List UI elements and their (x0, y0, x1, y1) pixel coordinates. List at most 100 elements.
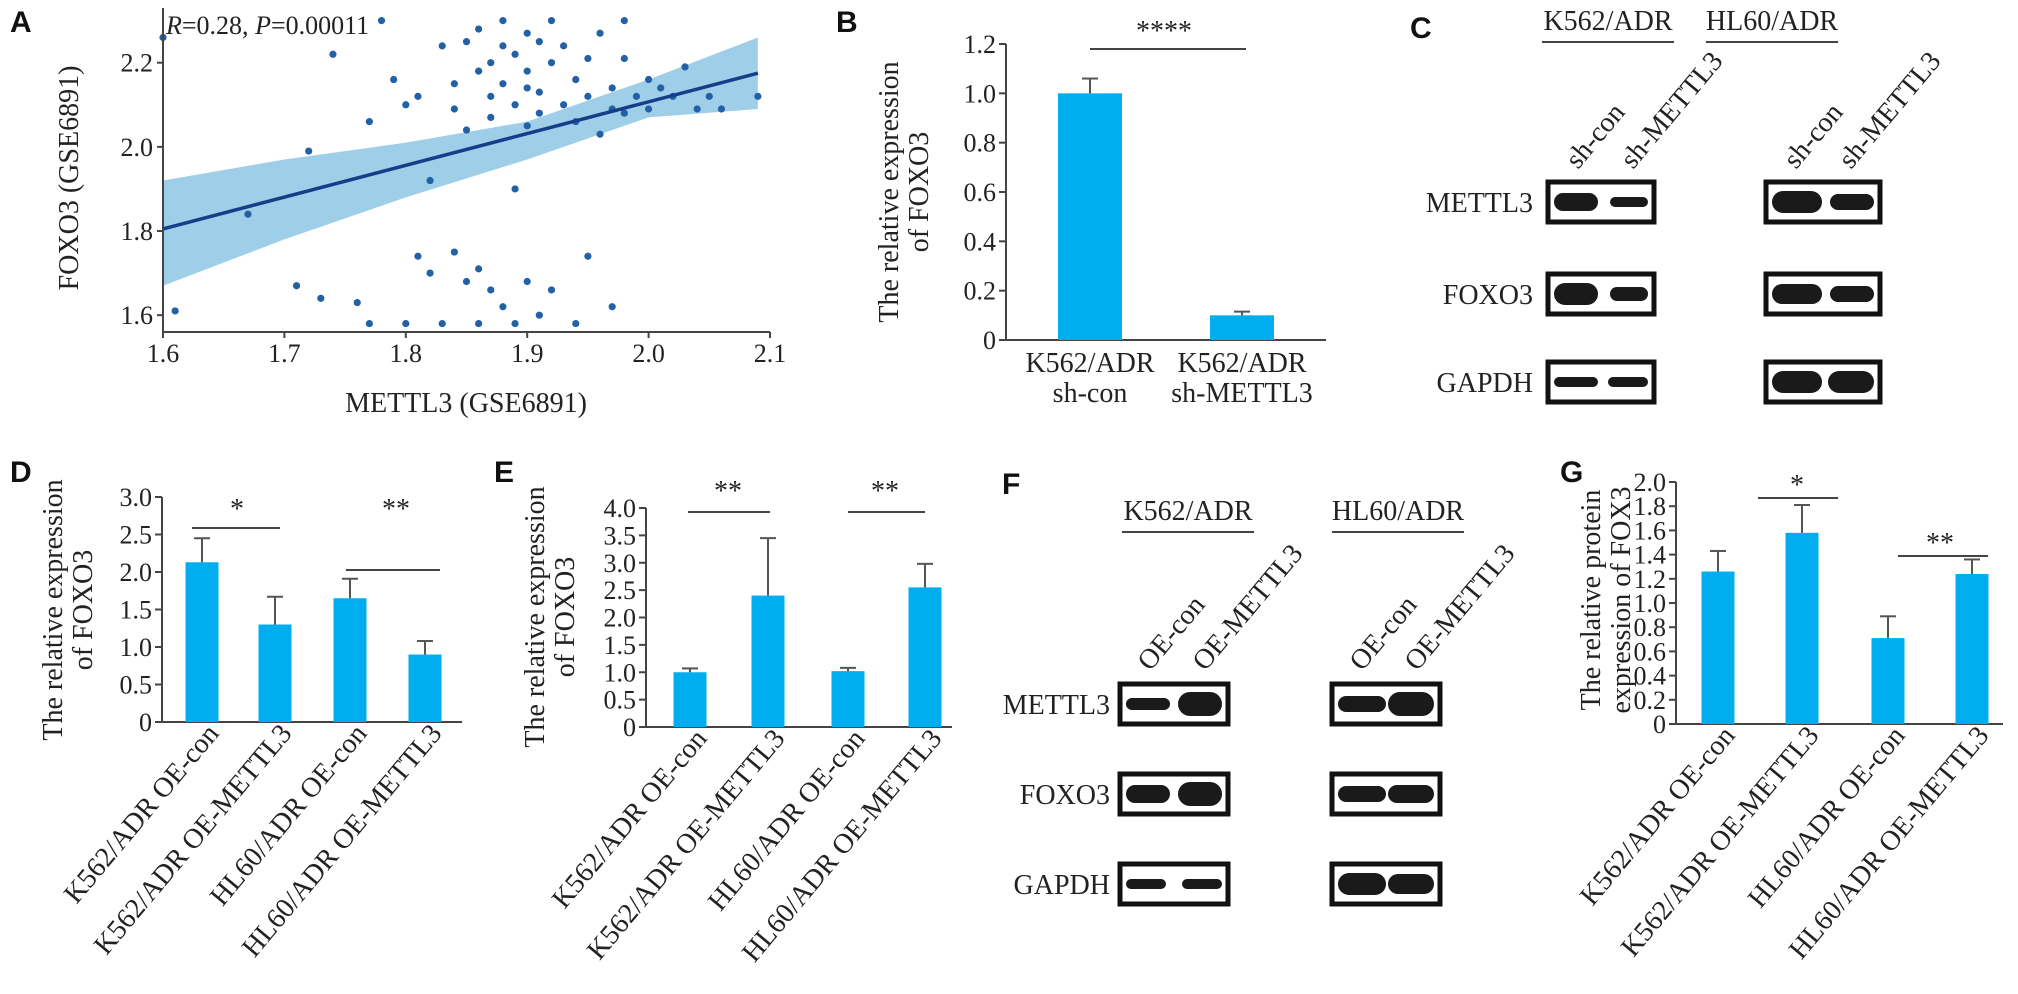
data-point (317, 294, 325, 302)
data-point (499, 80, 507, 88)
data-point (717, 105, 726, 113)
blot-band (1178, 692, 1222, 716)
stats-annotation-part: =0.28, (182, 11, 255, 40)
panel-a-scatter: 1.6 1.7 1.8 1.9 2.0 2.1 1.6 1.8 2.0 2.2 METTL3 (GS… (54, 8, 786, 419)
y-tick-label: 3.0 (604, 549, 637, 578)
y-tick-label: 1.5 (604, 631, 637, 660)
x-axis-label: METTL3 (GSE6891) (345, 388, 587, 419)
data-point (620, 109, 628, 117)
blot-band (1772, 191, 1822, 213)
blot-band (1126, 698, 1170, 710)
data-point (632, 92, 641, 100)
blot-band (1830, 286, 1874, 302)
blot-lane-label: sh-METTL3 (1833, 46, 1948, 174)
panel-label-f: F (1002, 468, 1020, 501)
panel-b-bar-chart: 0 0.2 0.4 0.6 0.8 1.0 1.2 The relative expressi… (874, 16, 1326, 409)
y-axis-label: of FOXO3 (68, 550, 99, 671)
data-point (462, 277, 471, 286)
bar (751, 595, 785, 727)
data-point (487, 113, 495, 122)
data-point (499, 17, 507, 25)
significance-label: **** (1136, 16, 1192, 47)
data-point (329, 50, 337, 58)
significance-label: * (1790, 470, 1804, 501)
data-point (754, 92, 762, 100)
data-point (584, 252, 592, 260)
data-point (705, 92, 713, 100)
y-tick-label: 0.4 (964, 227, 997, 256)
y-tick-label: 1.5 (120, 596, 153, 625)
y-tick-label: 2.2 (121, 49, 154, 78)
blot-band (1338, 786, 1386, 802)
data-point (596, 130, 604, 138)
panel-label-d: D (10, 456, 32, 489)
stats-annotation-part: =0.00011 (271, 11, 369, 40)
y-tick-label: 1.8 (1634, 492, 1667, 521)
y-tick-label: 2.0 (1634, 468, 1667, 497)
blot-band (1608, 377, 1648, 387)
data-point (487, 59, 495, 67)
data-point (535, 109, 543, 117)
data-point (511, 101, 519, 109)
data-point (547, 286, 556, 294)
data-point (645, 105, 653, 113)
bar (1210, 315, 1274, 340)
data-point (584, 54, 592, 63)
data-point (560, 101, 568, 109)
data-point (499, 42, 507, 50)
data-point (572, 319, 580, 328)
blot-band (1126, 879, 1166, 889)
data-point (535, 88, 543, 96)
y-axis-label: of FOXO3 (550, 557, 581, 678)
bar (673, 672, 707, 727)
x-tick-label: 2.0 (632, 339, 665, 368)
y-axis-label: FOXO3 (GSE6891) (54, 66, 85, 291)
blot-band (1126, 785, 1170, 803)
data-point (511, 50, 519, 58)
y-tick-label: 1.0 (120, 633, 153, 662)
data-point (475, 25, 483, 33)
bar (1058, 93, 1122, 340)
blot-row-label: GAPDH (1437, 368, 1533, 399)
x-tick-label: 1.7 (268, 339, 301, 368)
significance-label: ** (714, 476, 742, 507)
data-point (390, 75, 398, 84)
blot-band (1830, 194, 1874, 210)
data-point (535, 311, 543, 319)
blot-group-label: K562/ADR (1543, 6, 1672, 37)
blot-lane-label: sh-con (1778, 97, 1850, 174)
data-point (353, 298, 361, 307)
y-tick-label: 1.6 (1634, 516, 1667, 545)
bar (1871, 638, 1905, 724)
y-tick-label: 1.8 (121, 217, 154, 246)
y-axis-label: expression of FOX3 (1606, 486, 1637, 713)
blot-band (1772, 284, 1822, 304)
bar (1955, 573, 1989, 724)
y-axis-label: of FOXO3 (904, 132, 935, 253)
y-tick-label: 0 (139, 708, 152, 737)
y-tick-label: 0.4 (1634, 662, 1667, 691)
data-point (499, 303, 507, 311)
data-point (523, 67, 531, 75)
data-point (365, 319, 373, 328)
y-tick-label: 1.2 (1634, 565, 1667, 594)
blot-band (1388, 692, 1434, 716)
y-tick-label: 0.5 (120, 671, 153, 700)
y-tick-label: 4.0 (604, 494, 637, 523)
blot-group-label: HL60/ADR (1332, 496, 1465, 527)
y-axis-label: The relative expression (38, 479, 69, 740)
bar (408, 654, 442, 722)
panel-label-c: C (1410, 12, 1432, 45)
data-point (292, 282, 301, 290)
data-point (377, 17, 386, 25)
data-point (475, 319, 483, 328)
x-tick-label: 1.6 (147, 339, 180, 368)
stats-annotation-part: R (165, 11, 182, 40)
y-tick-label: 1.2 (964, 30, 997, 59)
y-tick-label: 0.8 (1634, 613, 1667, 642)
y-tick-label: 0 (623, 713, 636, 742)
y-tick-label: 0 (983, 326, 996, 355)
significance-label: * (230, 494, 244, 525)
data-point (693, 105, 701, 113)
